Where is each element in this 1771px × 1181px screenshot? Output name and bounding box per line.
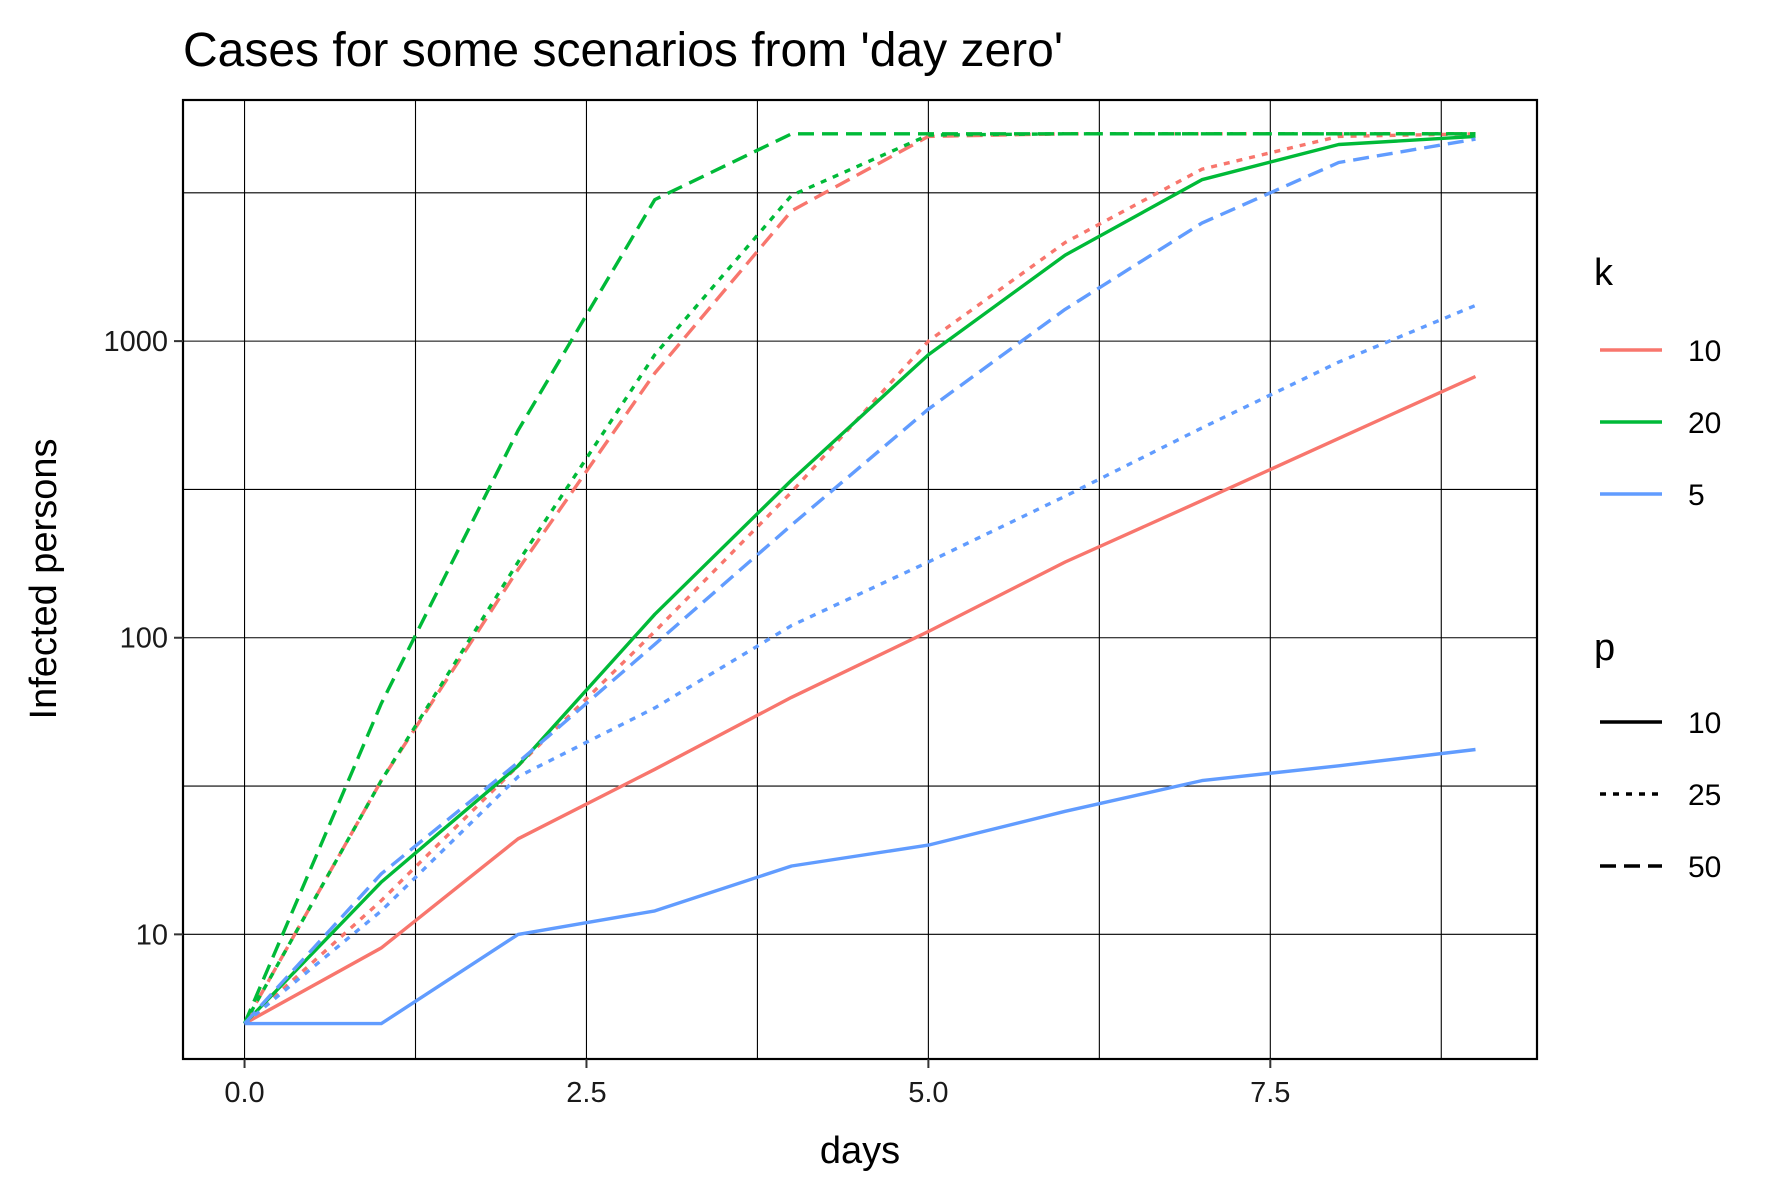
x-tick-label: 0.0 — [224, 1077, 264, 1109]
x-axis: 0.0 2.5 5.0 7.5 — [224, 1059, 1290, 1109]
legend-p-label: 50 — [1688, 851, 1721, 884]
series-line-k20-p10 — [243, 134, 1476, 1025]
legend-p-title: p — [1594, 627, 1615, 669]
legend-k-label: 10 — [1688, 335, 1721, 368]
series-line-k20-p50 — [242, 132, 1476, 1025]
series-line-k5-p10 — [244, 747, 1476, 1026]
chart-title: Cases for some scenarios from 'day zero' — [183, 24, 1063, 77]
legend-k-label: 20 — [1688, 407, 1721, 440]
x-axis-title: days — [820, 1130, 900, 1172]
legend-p: p 10 25 50 — [1594, 627, 1721, 884]
y-tick-label: 100 — [120, 623, 168, 655]
legend-k: k 10 20 5 — [1594, 252, 1721, 512]
x-tick-label: 2.5 — [566, 1077, 606, 1109]
y-tick-label: 1000 — [103, 326, 168, 358]
legend-k-label: 5 — [1688, 479, 1705, 512]
plot-panel-border — [181, 98, 1539, 1061]
y-axis-title: Infected persons — [23, 439, 65, 720]
legend-p-label: 10 — [1688, 707, 1721, 740]
series-line-k20-p25 — [243, 132, 1476, 1025]
series-line-k5-p25 — [243, 303, 1477, 1025]
series-line-k10-p10 — [243, 374, 1477, 1026]
y-axis: 10 100 1000 — [103, 326, 183, 951]
legend-k-title: k — [1594, 252, 1614, 294]
x-tick-label: 7.5 — [1250, 1077, 1290, 1109]
series-line-k5-p50 — [243, 137, 1476, 1025]
gridlines — [183, 100, 1537, 1059]
y-tick-label: 10 — [136, 919, 168, 951]
x-tick-label: 5.0 — [908, 1077, 948, 1109]
legend-p-label: 25 — [1688, 779, 1721, 812]
series-layer — [242, 132, 1477, 1026]
